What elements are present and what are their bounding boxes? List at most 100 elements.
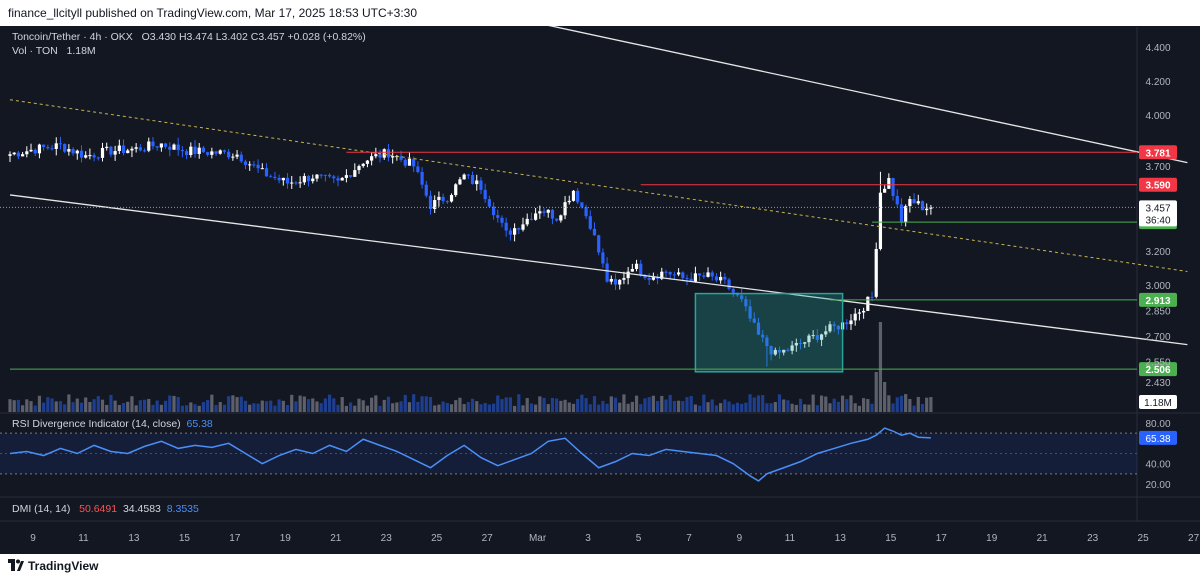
candle-body: [601, 252, 605, 264]
candle-body: [239, 154, 243, 162]
volume-bar: [256, 403, 260, 412]
rsi-tick-label: 40.00: [1145, 460, 1170, 471]
candle-body: [374, 154, 378, 157]
volume-label[interactable]: Vol · TON: [12, 45, 58, 57]
candle-body: [487, 199, 491, 207]
candle-body: [912, 199, 916, 204]
candle-body: [899, 204, 904, 223]
volume-bar: [769, 403, 773, 412]
candle-body: [576, 190, 580, 203]
volume-bar: [521, 405, 525, 412]
candle-body: [46, 146, 50, 149]
price-tick-label: 3.700: [1145, 162, 1170, 173]
volume-bar: [180, 405, 185, 412]
candle-body: [542, 211, 546, 213]
candle-body: [67, 149, 71, 152]
volume-bar: [672, 400, 676, 412]
volume-bar: [576, 398, 580, 412]
volume-bar: [75, 398, 79, 412]
candle-body: [63, 144, 67, 152]
candle-body: [761, 334, 765, 338]
candle-body: [159, 143, 163, 148]
volume-bar: [12, 400, 16, 412]
time-tick-label: 13: [128, 533, 140, 544]
volume-bar: [126, 401, 130, 412]
volume-bar: [542, 397, 546, 412]
candle-body: [580, 202, 584, 208]
dmi-label[interactable]: DMI (14, 14): [12, 503, 71, 515]
candle-body: [584, 207, 588, 217]
publish-header: finance_llcityll published on TradingVie…: [0, 0, 1200, 26]
time-tick-label: 19: [986, 533, 998, 544]
volume-bar: [676, 400, 681, 412]
candle-body: [790, 345, 794, 351]
volume-bar: [121, 403, 126, 412]
candle-body: [647, 277, 651, 280]
time-tick-label: 3: [585, 533, 591, 544]
candle-body: [555, 218, 559, 221]
ohlc-values: O3.430 H3.474 L3.402 C3.457 +0.028 (+0.8…: [141, 31, 366, 43]
volume-bar: [782, 399, 786, 412]
volume-bar: [840, 395, 845, 412]
candle-body: [433, 200, 437, 209]
volume-bar: [252, 403, 256, 412]
volume-bar: [685, 397, 689, 412]
volume-bar: [723, 399, 727, 412]
volume-bar: [218, 402, 222, 412]
candle-body: [441, 196, 445, 202]
candle-body: [862, 310, 866, 313]
volume-legend: Vol · TON 1.18M: [12, 45, 96, 57]
key-level-badge: [1139, 177, 1177, 192]
time-tick-label: 17: [936, 533, 948, 544]
time-tick-label: 23: [1087, 533, 1099, 544]
rsi-value-badge: [1139, 430, 1177, 445]
volume-bar: [550, 397, 555, 412]
candle-body: [138, 147, 142, 151]
time-tick-label: 15: [179, 533, 191, 544]
rsi-label[interactable]: RSI Divergence Indicator (14, close): [12, 418, 181, 430]
volume-bar: [138, 400, 142, 412]
candle-body: [895, 195, 899, 205]
volume-bar: [71, 402, 75, 412]
candle-body: [643, 274, 647, 278]
volume-bar: [327, 394, 332, 412]
rsi-value-label: 65.38: [1145, 434, 1170, 445]
volume-bar: [54, 401, 58, 412]
candle-body: [752, 318, 756, 323]
candle-body: [609, 278, 613, 282]
candle-body: [298, 182, 302, 184]
candle-body: [605, 263, 609, 282]
candle-body: [130, 148, 134, 151]
candle-body: [731, 288, 735, 293]
candle-body: [832, 324, 836, 326]
volume-bar: [105, 404, 109, 412]
volume-bar: [798, 398, 803, 412]
dmi-plus-di-value: 34.4583: [122, 503, 161, 515]
candle-body: [563, 202, 567, 216]
volume-bar: [302, 396, 306, 412]
candle-body: [277, 177, 281, 181]
volume-bar: [929, 397, 933, 412]
key-level-label: 2.913: [1145, 296, 1170, 307]
candle-body: [42, 144, 46, 147]
candle-body: [559, 215, 563, 221]
volume-bar: [336, 404, 340, 412]
volume-bar: [525, 398, 529, 412]
candle-body: [462, 174, 466, 180]
footer-brand[interactable]: TradingView: [28, 559, 99, 573]
candle-body: [685, 277, 689, 279]
candle-body: [681, 272, 685, 278]
volume-bar: [483, 403, 487, 412]
volume-bar: [866, 399, 870, 412]
volume-bar: [21, 405, 25, 412]
volume-bar: [462, 404, 466, 412]
rsi-value: 65.38: [186, 418, 213, 430]
symbol-label[interactable]: Toncoin/Tether · 4h · OKX: [12, 31, 133, 43]
volume-bar: [899, 395, 904, 412]
key-level-label: 2.506: [1145, 365, 1170, 376]
volume-bar: [849, 395, 853, 412]
volume-bar: [222, 404, 227, 412]
volume-bar: [281, 400, 285, 412]
volume-bar: [96, 396, 100, 412]
